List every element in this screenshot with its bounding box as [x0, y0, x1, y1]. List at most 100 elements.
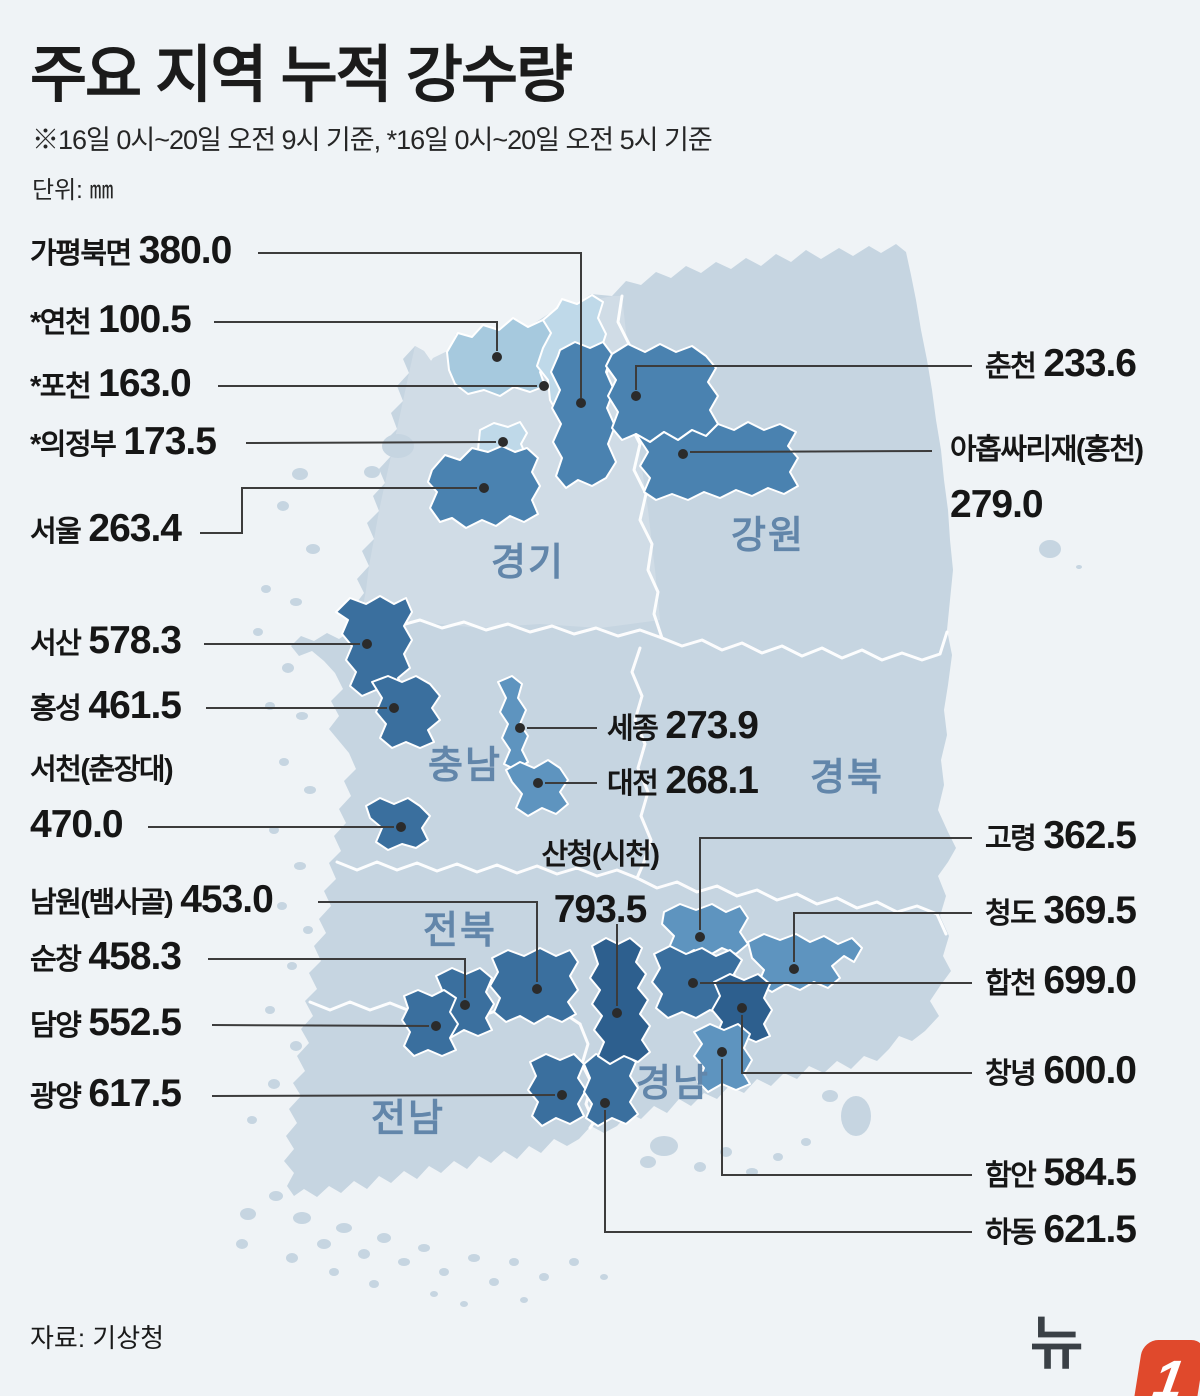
station-name: 아홉싸리재(홍천)	[950, 434, 1144, 466]
island	[306, 544, 320, 554]
unit-label: 단위: ㎜	[32, 177, 114, 204]
station-value: 600.0	[1043, 1049, 1137, 1092]
island	[489, 1278, 499, 1286]
island	[382, 434, 414, 458]
leader-dots	[362, 352, 799, 1108]
leader-yeoncheon	[214, 321, 498, 351]
station-value: 369.5	[1043, 889, 1137, 932]
island-dokdo	[1076, 565, 1082, 569]
island	[460, 1301, 468, 1307]
island	[268, 1079, 280, 1089]
station-value: 273.9	[665, 704, 759, 747]
station-name: 서울	[30, 516, 82, 548]
region-sancheong	[589, 937, 651, 1065]
island	[773, 1153, 783, 1161]
station-value: 380.0	[138, 229, 233, 272]
island	[600, 1274, 608, 1280]
station-name: *연천	[30, 307, 92, 339]
island	[290, 598, 302, 606]
dot-daejeon	[533, 778, 543, 788]
region-gwangyang	[527, 1053, 587, 1127]
island	[640, 1156, 656, 1168]
island	[277, 501, 289, 511]
island	[279, 758, 289, 766]
leader-seoul	[200, 487, 477, 534]
station-name: 하동	[985, 1217, 1037, 1249]
callout-seoul: 서울 263.4	[30, 509, 182, 548]
station-value: 578.3	[88, 619, 182, 662]
callout-hapcheon: 합천 699.0	[985, 959, 1137, 1002]
station-value: 453.0	[180, 878, 274, 921]
leader-cheongdo	[793, 912, 972, 962]
island	[520, 1297, 528, 1303]
dot-uijeongbu	[498, 437, 508, 447]
island	[247, 1116, 257, 1124]
station-value: 233.6	[1043, 342, 1137, 385]
leader-damyang	[211, 1024, 430, 1027]
dot-gapyeongbukmyeon	[576, 398, 586, 408]
station-name: 춘천	[985, 351, 1037, 383]
island	[265, 1006, 275, 1014]
island	[439, 1268, 449, 1276]
station-name: 함안	[985, 1160, 1037, 1192]
dot-cheongdo	[789, 964, 799, 974]
station-name: *의정부	[30, 429, 117, 461]
callout-pocheon: *포천 163.0	[30, 364, 192, 403]
island	[364, 466, 380, 478]
leader-chuncheon	[635, 365, 972, 390]
callout-goryeong: 고령 362.5	[985, 816, 1137, 855]
island-geoje	[841, 1096, 871, 1136]
leader-changnyeong	[741, 1015, 972, 1074]
dot-gwangyang	[557, 1090, 567, 1100]
island	[822, 1090, 838, 1102]
island-ulleungdo	[1039, 540, 1061, 558]
island	[329, 1268, 339, 1276]
station-name: 세종	[607, 713, 659, 745]
dot-damyang	[431, 1021, 441, 1031]
station-value: 699.0	[1043, 959, 1137, 1002]
callout-gapyeongbukmyeon: 가평북면 380.0	[30, 229, 233, 272]
island	[261, 585, 271, 593]
province-label-gyeongbuk: 경북	[810, 757, 884, 799]
province-label-jeonbuk: 전북	[423, 910, 497, 952]
callout-hadong: 하동 621.5	[985, 1210, 1137, 1249]
leader-goryeong	[699, 837, 972, 930]
island	[293, 1212, 311, 1224]
callout-uijeongbu: *의정부 173.5	[30, 422, 217, 461]
station-name: 대전	[607, 768, 659, 800]
callout-namwon: 남원(뱀사골) 453.0	[30, 878, 274, 921]
island	[282, 663, 294, 673]
leader-namwon	[318, 901, 538, 982]
station-name: 서천(춘장대)	[30, 754, 174, 786]
island	[317, 1239, 331, 1249]
station-name: 청도	[985, 898, 1037, 930]
news1-logo: 뉴스 1	[1030, 1296, 1200, 1396]
station-name: 창녕	[985, 1058, 1037, 1090]
province-label-jeonnam: 전남	[371, 1098, 445, 1140]
region-hongseong	[371, 675, 441, 749]
dot-pocheon	[539, 381, 549, 391]
island	[539, 1273, 549, 1281]
station-value: 793.5	[553, 888, 648, 931]
island	[240, 1208, 256, 1220]
leader-hadong	[604, 1110, 972, 1233]
leader-sunchang	[208, 958, 466, 998]
station-value: 268.1	[665, 759, 759, 802]
station-name: 광양	[30, 1081, 82, 1113]
island	[290, 1041, 302, 1051]
callout-ahopssarijae: 아홉싸리재(홍천) 279.0	[950, 434, 1144, 525]
province-label-gyeongnam: 경남	[636, 1063, 710, 1105]
subtitle-note: ※16일 0시~20일 오전 9시 기준, *16일 0시~20일 오전 5시 …	[32, 125, 713, 155]
station-value: 458.3	[88, 935, 182, 978]
dot-seocheon	[396, 822, 406, 832]
news1-logo-one-icon: 1	[1130, 1340, 1200, 1396]
leader-gwangyang	[211, 1094, 556, 1097]
callout-damyang: 담양 552.5	[30, 1003, 182, 1042]
dot-goryeong	[695, 932, 705, 942]
island	[509, 1258, 519, 1266]
dot-haman	[717, 1047, 727, 1057]
dot-yeoncheon	[492, 352, 502, 362]
dot-hadong	[600, 1098, 610, 1108]
dot-hongseong	[389, 703, 399, 713]
